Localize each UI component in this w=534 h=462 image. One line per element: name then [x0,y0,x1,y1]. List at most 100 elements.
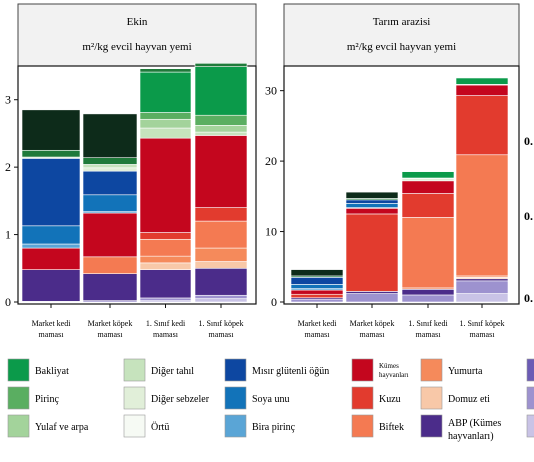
bar-segment-16-cat-3 [194,66,248,116]
bar-segment-17-cat-3 [194,63,248,67]
y-tick-label: 0 [5,295,11,309]
bar-segment-2-cat-3 [455,278,509,282]
bar-segment-7-cat-1 [345,208,399,215]
bar-segment-10-cat-1 [345,199,399,204]
legend-swatch [123,414,146,438]
bar-segment-17-cat-0 [21,149,81,158]
legend-label: Biftek [379,422,404,433]
bar-segment-5-cat-2 [139,238,192,257]
bar-segment-13-cat-2 [139,127,192,139]
category-label: maması [153,330,179,339]
bar-segment-5-cat-3 [194,220,248,249]
bar-segment-2-cat-1 [82,273,138,301]
bar-segment-2-cat-2 [139,269,192,299]
category-label: 1. Sınıf köpek [198,319,243,328]
bar-segment-17-cat-1 [82,157,138,165]
category-label: maması [470,330,496,339]
legend-label: Mısır glütenli öğün [252,366,329,377]
category-label: maması [416,330,442,339]
bar-segment-9-cat-1 [345,203,399,208]
y-tick-label: 20 [265,154,277,168]
cropped-axis-label: 0. [524,291,533,305]
bar-segment-15-cat-2 [139,112,192,120]
y-tick-label: 1 [5,228,11,242]
category-label: 1. Sınıf köpek [459,319,504,328]
legend-label: Örtü [151,421,169,433]
panel-header [17,3,257,67]
bar-segment-10-cat-1 [82,170,138,196]
legend-swatch [420,386,443,410]
legend: Bakliyat Pirinç Yulaf ve arpa Diğer tahıl Di… [7,358,534,442]
bar-segment-1-cat-1 [345,293,399,303]
legend-swatch [351,414,374,438]
bar-segment-4-cat-2 [139,255,192,264]
panel-ekin: Ekin m²/kg evcil hayvan yemi 0 1 2 3 Market ke… [5,3,257,339]
bar-segment-18-cat-0 [290,269,344,277]
bar-segment-18-cat-1 [345,191,399,199]
category-label: Market köpek [350,319,395,328]
category-label: Market kedi [32,319,72,328]
legend-label: Bakliyat [35,366,69,377]
bar-segment-1-cat-2 [139,297,192,301]
legend-label: Kümes [379,362,399,370]
legend-swatch [526,358,534,382]
bar-segment-10-cat-0 [21,158,81,227]
bar-segment-2-cat-0 [21,269,81,302]
category-label: maması [360,330,386,339]
bar-segment-9-cat-0 [21,225,81,245]
bar-segment-2-cat-1 [345,291,399,294]
legend-swatch [123,386,146,410]
bar-segment-6-cat-0 [290,293,344,299]
bar-segment-1-cat-3 [455,280,509,294]
legend-label: Yulaf ve arpa [35,422,89,433]
legend-swatch [7,414,30,438]
bar-segment-6-cat-3 [194,207,248,222]
bar-segment-9-cat-0 [290,284,344,289]
legend-swatch [526,414,534,438]
bar-segment-0-cat-3 [194,298,248,303]
legend-label: hayvanları [379,371,409,379]
category-label: maması [39,330,65,339]
bar-segment-14-cat-2 [139,118,192,129]
bar-segment-13-cat-3 [194,131,248,136]
category-label: 1. Sınıf kedi [408,319,448,328]
bar-segment-7-cat-1 [82,212,138,258]
bar-segment-15-cat-3 [194,114,248,126]
bar-segment-1-cat-3 [194,294,248,299]
category-label: Market kedi [298,319,338,328]
y-tick-label: 10 [265,225,277,239]
category-label: 1. Sınıf kedi [146,319,186,328]
legend-swatch [420,358,443,382]
cropped-axis-label: 0. [524,209,533,223]
bar-segment-6-cat-1 [345,213,399,292]
bar-segment-7-cat-2 [139,137,192,233]
bar-segment-3-cat-2 [139,262,192,270]
legend-swatch [351,386,374,410]
legend-swatch [224,414,247,438]
panel-header [283,3,520,67]
y-tick-label: 0 [271,295,277,309]
bar-segment-14-cat-3 [194,125,248,133]
bar-segment-6-cat-2 [401,193,455,218]
legend-label: ABP (Kümes [448,418,501,429]
bar-segment-18-cat-0 [21,109,81,151]
bar-segment-6-cat-2 [139,232,192,240]
legend-swatch [224,358,247,382]
bar-segment-2-cat-2 [401,289,455,296]
bar-segment-13-cat-1 [82,164,138,169]
legend-swatch [420,414,443,438]
bar-segment-6-cat-3 [455,95,509,156]
bar-segment-4-cat-3 [194,247,248,262]
legend-label: hayvanları) [448,431,494,442]
bar-segment-2-cat-3 [194,267,248,296]
bar-segment-7-cat-0 [21,247,81,270]
category-label: maması [209,330,235,339]
category-label: Market köpek [88,319,133,328]
legend-swatch [7,386,30,410]
legend-swatch [526,386,534,410]
legend-swatch [7,358,30,382]
bar-segment-1-cat-0 [290,298,344,303]
bar-segment-0-cat-3 [455,293,509,303]
y-tick-label: 30 [265,84,277,98]
